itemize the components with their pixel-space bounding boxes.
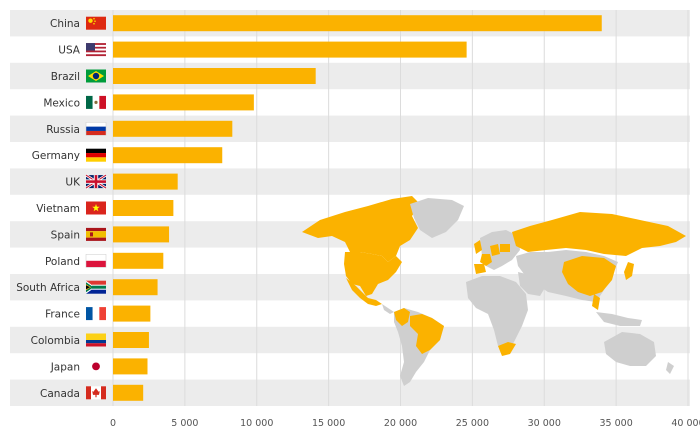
bar: [113, 384, 144, 401]
japan-flag: [86, 359, 106, 373]
category-label: Russia: [46, 124, 80, 136]
map-africa: [466, 276, 528, 352]
bar: [113, 332, 149, 348]
russia-flag: [85, 122, 107, 136]
category-label: UK: [65, 177, 81, 189]
brazil-flag: [86, 69, 106, 83]
row-stripe: [10, 62, 690, 90]
row-stripe: [10, 326, 690, 354]
colombia-flag: [86, 333, 106, 347]
map-spain: [474, 264, 486, 274]
flag-icons: [85, 16, 107, 400]
category-label: Canada: [40, 388, 80, 400]
category-label: China: [50, 18, 80, 30]
china-flag: [86, 16, 106, 30]
bar: [113, 252, 164, 269]
canada-flag: [86, 386, 106, 400]
bar: [113, 279, 158, 296]
vietnam-flag: [86, 201, 106, 215]
map-vietnam: [592, 294, 600, 310]
category-label: Japan: [50, 361, 80, 373]
category-label: Brazil: [51, 71, 80, 83]
category-label: Colombia: [31, 335, 80, 347]
map-germany: [490, 244, 500, 256]
bar: [113, 305, 151, 322]
mexico-flag: [86, 95, 106, 109]
category-label: France: [45, 309, 80, 321]
x-axis-ticks: 0 5 000 10 000 15 000 20 000 25 000 30 000 35 0…: [110, 418, 700, 429]
spain-flag: [86, 227, 106, 241]
x-tick-label: 40 000: [671, 418, 700, 429]
category-labels: China USA Brazil Mexico Russia Germany UK Vietn…: [16, 18, 81, 400]
map-south-africa: [498, 342, 516, 356]
x-tick-label: 35 000: [600, 418, 633, 429]
map-france: [480, 254, 492, 266]
map-brazil: [410, 314, 444, 354]
row-stripe: [10, 168, 690, 195]
map-china: [562, 256, 616, 296]
map-japan: [624, 262, 634, 280]
x-tick-label: 15 000: [312, 418, 345, 429]
bar: [113, 147, 223, 164]
bar: [113, 358, 148, 375]
france-flag: [86, 307, 106, 321]
category-label: South Africa: [16, 282, 80, 294]
bar: [113, 226, 170, 243]
category-label: Vietnam: [36, 203, 80, 215]
category-label: Germany: [32, 150, 80, 162]
category-label: Spain: [51, 229, 80, 241]
usa-flag: [86, 43, 106, 57]
map-colombia: [394, 308, 410, 326]
bar: [113, 94, 254, 111]
bar: [113, 68, 316, 84]
map-southeast-asia: [596, 312, 642, 326]
map-greenland: [410, 198, 464, 238]
map-central-america: [382, 304, 394, 314]
x-tick-label: 5 000: [171, 418, 198, 429]
x-tick-label: 10 000: [240, 418, 273, 429]
x-tick-label: 25 000: [456, 418, 489, 429]
map-poland: [500, 244, 510, 252]
map-uk: [474, 240, 482, 254]
bar: [113, 200, 174, 216]
category-label: Mexico: [43, 97, 80, 109]
map-usa: [344, 252, 402, 296]
uk-flag: [85, 174, 107, 190]
map-russia: [512, 212, 686, 256]
category-label: USA: [58, 45, 81, 57]
map-australia: [604, 332, 656, 366]
row-stripe: [10, 115, 690, 142]
x-tick-label: 0: [110, 418, 116, 429]
bar: [113, 41, 467, 58]
bar: [113, 15, 602, 32]
x-tick-label: 30 000: [528, 418, 561, 429]
poland-flag: [85, 254, 107, 268]
row-stripes: [10, 10, 690, 406]
map-canada: [302, 196, 420, 262]
south-africa-flag: [86, 280, 106, 294]
bar: [113, 120, 233, 137]
map-mexico: [346, 278, 382, 306]
bar: [113, 173, 178, 190]
world-map-inset: [302, 196, 686, 386]
germany-flag: [86, 148, 106, 162]
category-label: Poland: [45, 256, 80, 268]
bars: [113, 15, 602, 401]
row-stripe: [10, 379, 690, 406]
map-new-zealand: [666, 362, 674, 374]
map-middle-east: [518, 272, 546, 296]
x-tick-label: 20 000: [384, 418, 417, 429]
